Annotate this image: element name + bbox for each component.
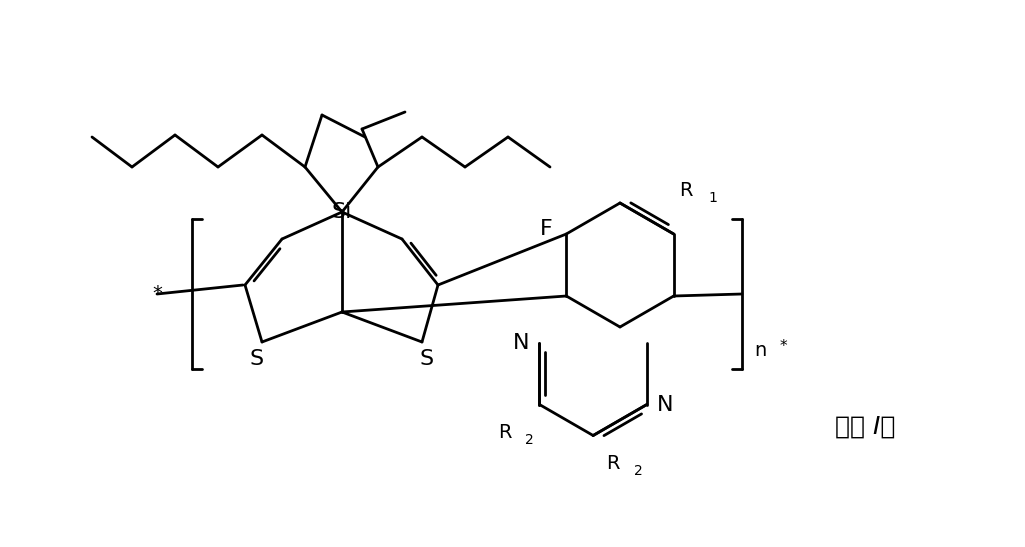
Text: （式 I）: （式 I） <box>834 415 895 439</box>
Text: S: S <box>420 349 434 369</box>
Text: n: n <box>754 341 767 360</box>
Text: R: R <box>679 182 692 201</box>
Text: N: N <box>657 394 673 415</box>
Text: *: * <box>152 284 162 304</box>
Text: S: S <box>250 349 264 369</box>
Text: F: F <box>540 219 552 239</box>
Text: R: R <box>498 423 511 442</box>
Text: R: R <box>607 454 620 473</box>
Text: 1: 1 <box>708 191 718 205</box>
Text: 2: 2 <box>525 433 534 446</box>
Text: Si: Si <box>332 202 353 222</box>
Text: 2: 2 <box>633 463 643 478</box>
Text: N: N <box>514 333 530 352</box>
Text: *: * <box>780 340 787 354</box>
